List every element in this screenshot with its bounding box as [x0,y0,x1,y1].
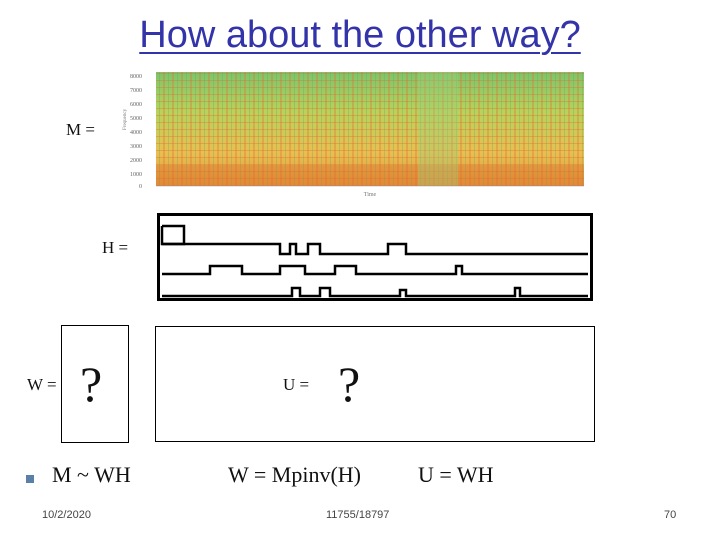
u-unknown: ? [338,356,361,412]
footer-page-number: 70 [664,509,677,521]
slide-title: How about the other way? [139,14,581,56]
footer-course: 11755/18797 [326,509,390,521]
y-tick: 6000 [130,102,142,108]
y-tick: 7000 [130,88,142,94]
x-axis-label: Time [364,192,377,198]
footer-date: 10/2/2020 [42,509,91,521]
w-unknown: ? [80,356,103,412]
u-matrix-box [155,326,595,442]
w-matrix-box [61,325,129,443]
y-tick: 3000 [130,144,142,150]
y-axis-label: Frequency [123,108,128,130]
u-label: U = [283,375,310,394]
w-label: W = [27,375,57,394]
y-tick: 2000 [130,158,142,164]
formula-u-wh: U = WH [418,462,494,487]
y-tick: 0 [139,184,142,190]
m-label: M = [66,120,95,139]
y-axis-ticks: 8000 7000 6000 5000 4000 3000 2000 1000 … [130,74,142,190]
bullet-marker [26,475,34,483]
y-tick: 8000 [130,74,142,80]
y-tick: 1000 [130,172,142,178]
formula-w-pinv: W = Mpinv(H) [228,462,361,487]
h-activations-graphic [160,224,588,298]
spectrogram-graphic: 8000 7000 6000 5000 4000 3000 2000 1000 … [123,72,584,198]
y-tick: 4000 [130,130,142,136]
formula-m-approx-wh: M ~ WH [52,462,131,487]
spectrogram-image: 8000 7000 6000 5000 4000 3000 2000 1000 … [118,70,588,198]
y-tick: 5000 [130,116,142,122]
h-label: H = [102,238,129,257]
h-matrix-image [157,213,593,301]
